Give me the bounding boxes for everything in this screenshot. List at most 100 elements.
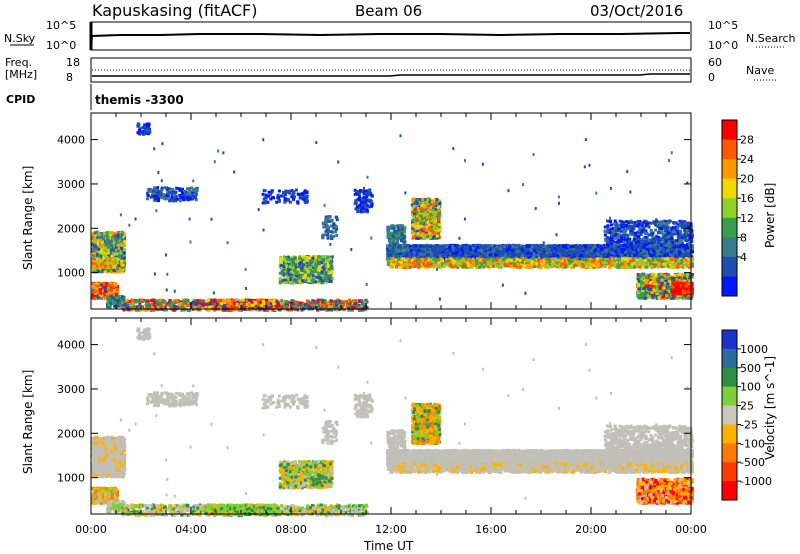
power-cell	[97, 245, 101, 249]
power-cell	[122, 251, 126, 255]
power-cell	[156, 308, 160, 312]
power-cell	[332, 234, 336, 238]
power-cell	[332, 305, 336, 309]
power-cell	[112, 268, 116, 272]
power-cell	[326, 236, 330, 240]
power-cell	[353, 306, 357, 310]
power-cell	[111, 262, 115, 266]
power-cell	[228, 302, 232, 306]
power-cell	[336, 306, 340, 310]
power-cell	[101, 267, 105, 271]
power-cell	[241, 298, 245, 302]
power-cell	[194, 192, 198, 196]
power-cell	[91, 249, 95, 253]
power-cell	[178, 188, 182, 192]
power-cell	[127, 299, 131, 303]
power-cell	[91, 262, 95, 266]
beam-title: Beam 06	[355, 2, 422, 20]
power-cell	[122, 295, 126, 299]
power-cell	[109, 261, 113, 265]
power-cell	[99, 249, 103, 253]
power-cell	[112, 265, 116, 269]
power-cell	[113, 231, 117, 235]
power-cell	[310, 281, 314, 285]
power-cell	[116, 270, 120, 274]
power-cell	[121, 268, 125, 272]
power-cell	[91, 236, 95, 240]
freq-panel: Freq. [MHz] 18 8 60 0 Nave	[5, 56, 776, 84]
power-cell	[348, 308, 352, 312]
power-cell	[94, 247, 98, 251]
power-cell	[110, 248, 114, 252]
power-cell	[117, 263, 121, 267]
power-cell	[115, 288, 119, 292]
power-cell	[303, 303, 307, 307]
power-cell	[105, 248, 109, 252]
power-cell	[279, 264, 283, 268]
power-cell	[129, 305, 133, 309]
power-cell	[284, 264, 288, 268]
power-cell	[300, 192, 304, 196]
power-cell	[335, 298, 339, 302]
power-cell	[136, 124, 140, 128]
power-cell	[136, 308, 140, 312]
power-cell	[116, 257, 120, 261]
power-cell	[275, 200, 279, 204]
power-cell	[281, 190, 285, 194]
power-cell	[355, 190, 359, 194]
power-cell	[131, 302, 135, 306]
power-cell	[289, 277, 293, 281]
power-cell	[121, 241, 125, 245]
power-cell	[98, 233, 102, 237]
power-cell	[307, 304, 311, 308]
power-cell	[286, 267, 290, 271]
cpid-label: CPID	[6, 93, 35, 106]
power-cell	[139, 298, 143, 302]
power-cell	[223, 303, 227, 307]
power-cell	[197, 308, 201, 312]
power-cell	[346, 303, 350, 307]
power-cell	[110, 231, 114, 235]
nsky-tick-bottom-right: 10^0	[708, 39, 738, 52]
power-cell	[228, 298, 232, 302]
power-cell	[261, 192, 265, 196]
power-cell	[334, 300, 338, 304]
power-cell	[315, 275, 319, 279]
power-cell	[294, 300, 298, 304]
power-cell	[110, 294, 114, 298]
power-cell	[303, 273, 307, 277]
power-cell	[111, 284, 115, 288]
power-cell	[324, 299, 328, 303]
power-cell	[121, 237, 125, 241]
power-cell	[168, 306, 172, 310]
power-cell	[287, 272, 291, 276]
power-cell	[97, 247, 101, 251]
power-cell	[199, 300, 203, 304]
power-cell	[231, 305, 235, 309]
power-cell	[122, 261, 126, 265]
power-cell	[100, 246, 104, 250]
power-cell	[213, 298, 217, 302]
power-cell	[272, 301, 276, 305]
power-cell	[296, 301, 300, 305]
power-cell	[109, 297, 113, 301]
power-cell	[272, 196, 276, 200]
power-cell	[344, 305, 348, 309]
power-cell	[110, 243, 114, 247]
power-cell	[155, 192, 159, 196]
power-cell	[361, 302, 365, 306]
power-cell	[136, 298, 140, 302]
power-cell	[94, 245, 98, 249]
power-cell	[335, 227, 339, 231]
power-cell	[291, 266, 295, 270]
power-cell	[180, 308, 184, 312]
power-cell	[117, 239, 121, 243]
power-cell	[326, 233, 330, 237]
power-cell	[312, 301, 316, 305]
power-cell	[158, 301, 162, 305]
power-cell	[108, 281, 112, 285]
power-cell	[137, 306, 141, 310]
power-cell	[296, 308, 300, 312]
power-cell	[361, 300, 365, 304]
power-cell	[152, 308, 156, 312]
